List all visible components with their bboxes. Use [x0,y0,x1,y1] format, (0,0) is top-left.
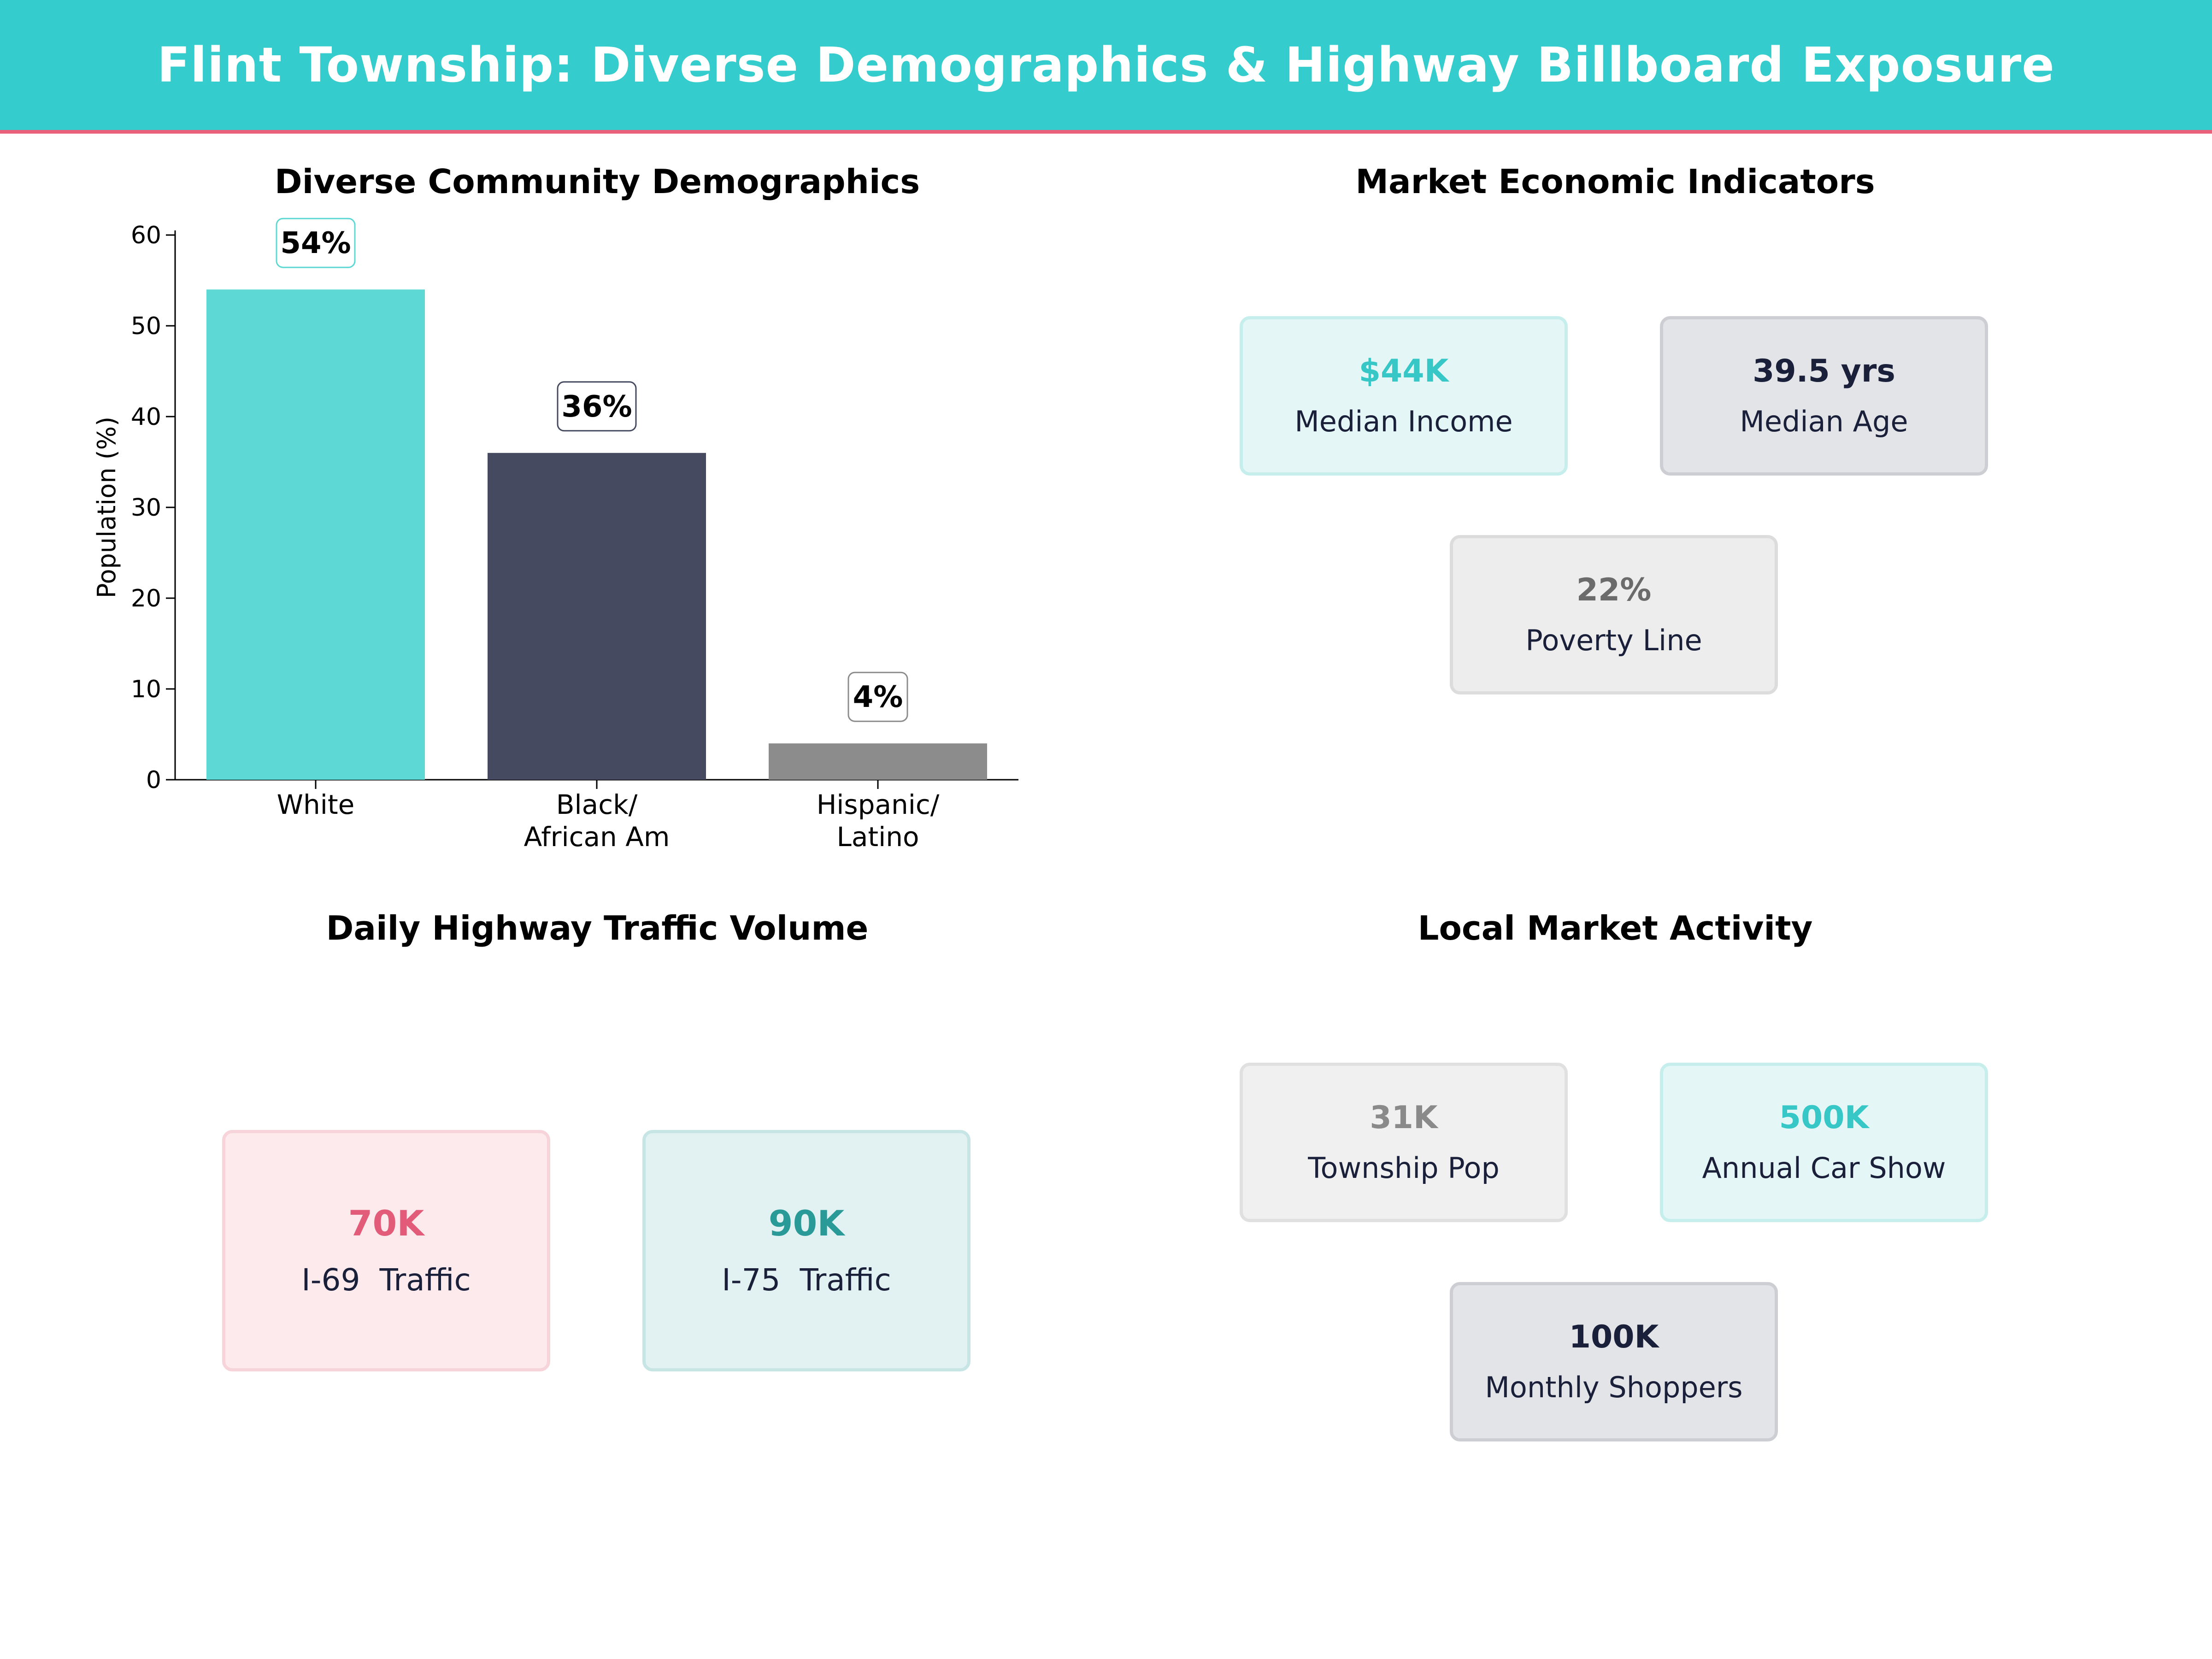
x-tick-label: Hispanic/ [817,789,940,820]
poverty-line-card: 22% Poverty Line [1450,535,1778,694]
data-label-box [276,218,356,268]
x-tick-label: Latino [837,821,919,853]
y-tick-label: 60 [131,222,161,249]
monthly-shoppers-label: Monthly Shoppers [1485,1371,1743,1404]
y-tick-label: 30 [131,494,161,522]
median-income-label: Median Income [1294,405,1513,438]
y-tick-label: 20 [131,585,161,612]
demographics-bar-chart: 0 10 20 30 40 50 60 Population (%) White 54% Black… [92,218,1018,853]
median-age-label: Median Age [1740,405,1908,438]
bar [488,453,706,780]
monthly-shoppers-value: 100K [1569,1319,1659,1355]
data-label: 54% [280,226,351,260]
annual-car-show-card: 500K Annual Car Show [1660,1063,1988,1222]
i75-traffic-card: 90K I-75 Traffic [642,1130,971,1371]
i69-traffic-label: I-69 Traffic [301,1262,471,1298]
demographics-title: Diverse Community Demographics [274,162,920,201]
traffic-title: Daily Highway Traffic Volume [326,909,869,947]
x-tick-label: African Am [524,821,670,853]
y-tick-label: 50 [131,312,161,340]
annual-car-show-label: Annual Car Show [1702,1151,1946,1185]
median-age-card: 39.5 yrs Median Age [1660,316,1988,476]
i69-traffic-card: 70K I-69 Traffic [222,1130,550,1371]
median-age-value: 39.5 yrs [1753,353,1895,389]
township-pop-value: 31K [1370,1100,1438,1136]
page-title: Flint Township: Diverse Demographics & H… [157,37,2055,93]
market-title: Local Market Activity [1418,909,1813,947]
bar [769,743,987,780]
annual-car-show-value: 500K [1779,1100,1869,1136]
median-income-card: $44K Median Income [1240,316,1568,476]
median-income-value: $44K [1359,353,1449,389]
x-tick-label: Black/ [556,789,638,820]
y-tick-label: 0 [146,766,161,794]
y-axis-label: Population (%) [92,417,121,598]
i69-traffic-value: 70K [348,1203,424,1244]
data-label-box [847,671,908,722]
bar [206,289,425,780]
data-label: 36% [561,390,632,424]
i75-traffic-value: 90K [768,1203,845,1244]
x-tick-label: White [277,789,355,820]
economic-title: Market Economic Indicators [1355,162,1875,201]
header-banner: Flint Township: Diverse Demographics & H… [0,0,2212,134]
data-label: 4% [853,680,903,714]
data-label-box [557,381,637,432]
i75-traffic-label: I-75 Traffic [722,1262,891,1298]
monthly-shoppers-card: 100K Monthly Shoppers [1450,1282,1778,1441]
poverty-line-label: Poverty Line [1525,624,1702,657]
y-tick-label: 40 [131,403,161,431]
township-pop-card: 31K Township Pop [1240,1063,1568,1222]
township-pop-label: Township Pop [1308,1151,1500,1185]
y-tick-label: 10 [131,676,161,703]
poverty-line-value: 22% [1576,572,1652,608]
